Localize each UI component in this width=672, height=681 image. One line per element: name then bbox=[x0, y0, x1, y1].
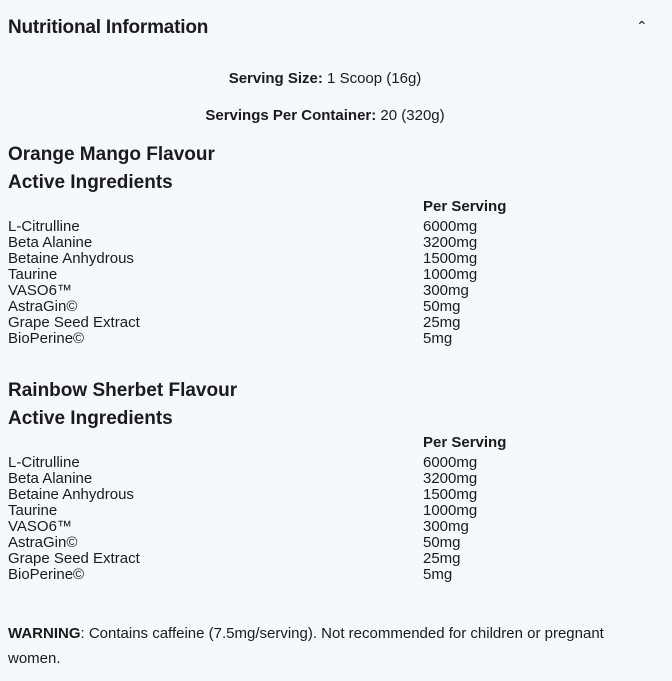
ingredient-amount: 50mg bbox=[423, 298, 461, 315]
table-header-row: Per Serving bbox=[8, 199, 506, 219]
ingredient-amount: 25mg bbox=[423, 314, 461, 331]
table-row: BioPerine© 5mg bbox=[8, 331, 506, 347]
warning-text: WARNING: Contains caffeine (7.5mg/servin… bbox=[8, 621, 628, 671]
per-serving-header: Per Serving bbox=[423, 198, 507, 215]
servings-per-container-label: Servings Per Container: bbox=[205, 107, 377, 124]
table-row: Taurine 1000mg bbox=[8, 267, 506, 283]
ingredients-table: Per Serving L-Citrulline 6000mg Beta Alanin… bbox=[8, 435, 506, 583]
ingredient-amount: 300mg bbox=[423, 282, 469, 299]
ingredient-amount: 1500mg bbox=[423, 486, 478, 503]
ingredient-amount: 5mg bbox=[423, 330, 453, 347]
rainbow-sherbet-section: Rainbow Sherbet Flavour Active Ingredien… bbox=[8, 377, 506, 583]
ingredient-amount: 50mg bbox=[423, 534, 461, 551]
table-row: VASO6™ 300mg bbox=[8, 519, 506, 535]
ingredient-name: Beta Alanine bbox=[8, 234, 93, 251]
ingredient-name: Grape Seed Extract bbox=[8, 550, 140, 567]
ingredient-name: Grape Seed Extract bbox=[8, 314, 140, 331]
table-row: VASO6™ 300mg bbox=[8, 283, 506, 299]
flavour-title: Orange Mango Flavour bbox=[8, 144, 215, 165]
per-serving-header: Per Serving bbox=[423, 434, 507, 451]
ingredient-name: L-Citrulline bbox=[8, 218, 80, 235]
section-title[interactable]: Nutritional Information bbox=[8, 17, 209, 38]
table-row: Betaine Anhydrous 1500mg bbox=[8, 487, 506, 503]
table-row: Beta Alanine 3200mg bbox=[8, 471, 506, 487]
ingredient-amount: 1500mg bbox=[423, 250, 478, 267]
flavour-title: Rainbow Sherbet Flavour bbox=[8, 380, 238, 401]
ingredient-name: Taurine bbox=[8, 266, 58, 283]
warning-label: WARNING bbox=[8, 625, 81, 642]
ingredient-name: BioPerine© bbox=[8, 330, 85, 347]
ingredient-name: Beta Alanine bbox=[8, 470, 93, 487]
serving-size: Serving Size: 1 Scoop (16g) bbox=[0, 70, 650, 87]
ingredient-amount: 1000mg bbox=[423, 266, 478, 283]
table-row: AstraGin© 50mg bbox=[8, 299, 506, 315]
table-row: L-Citrulline 6000mg bbox=[8, 219, 506, 235]
ingredient-amount: 3200mg bbox=[423, 470, 478, 487]
ingredient-name: AstraGin© bbox=[8, 534, 78, 551]
active-ingredients-title: Active Ingredients bbox=[8, 172, 173, 193]
serving-size-label: Serving Size: bbox=[228, 70, 323, 87]
warning-body: : Contains caffeine (7.5mg/serving). Not… bbox=[8, 625, 604, 667]
ingredient-name: Betaine Anhydrous bbox=[8, 486, 134, 503]
ingredient-name: Taurine bbox=[8, 502, 58, 519]
ingredient-name: VASO6™ bbox=[8, 282, 72, 299]
table-row: Grape Seed Extract 25mg bbox=[8, 315, 506, 331]
table-row: L-Citrulline 6000mg bbox=[8, 455, 506, 471]
orange-mango-section: Orange Mango Flavour Active Ingredients … bbox=[8, 141, 506, 347]
table-row: Grape Seed Extract 25mg bbox=[8, 551, 506, 567]
table-row: Betaine Anhydrous 1500mg bbox=[8, 251, 506, 267]
ingredient-amount: 6000mg bbox=[423, 454, 478, 471]
table-row: Taurine 1000mg bbox=[8, 503, 506, 519]
serving-size-value: 1 Scoop (16g) bbox=[322, 70, 422, 87]
ingredient-name: VASO6™ bbox=[8, 518, 72, 535]
servings-per-container: Servings Per Container: 20 (320g) bbox=[0, 107, 650, 124]
chevron-up-icon[interactable]: ⌃ bbox=[636, 18, 648, 34]
ingredient-amount: 25mg bbox=[423, 550, 461, 567]
ingredient-amount: 5mg bbox=[423, 566, 453, 583]
ingredients-table: Per Serving L-Citrulline 6000mg Beta Alanin… bbox=[8, 199, 506, 347]
ingredient-amount: 3200mg bbox=[423, 234, 478, 251]
ingredient-name: L-Citrulline bbox=[8, 454, 80, 471]
table-row: Beta Alanine 3200mg bbox=[8, 235, 506, 251]
table-header-row: Per Serving bbox=[8, 435, 506, 455]
table-row: AstraGin© 50mg bbox=[8, 535, 506, 551]
servings-per-container-value: 20 (320g) bbox=[376, 107, 445, 124]
ingredient-name: BioPerine© bbox=[8, 566, 85, 583]
active-ingredients-title: Active Ingredients bbox=[8, 408, 173, 429]
ingredient-name: Betaine Anhydrous bbox=[8, 250, 134, 267]
ingredient-amount: 6000mg bbox=[423, 218, 478, 235]
ingredient-amount: 1000mg bbox=[423, 502, 478, 519]
table-row: BioPerine© 5mg bbox=[8, 567, 506, 583]
ingredient-name: AstraGin© bbox=[8, 298, 78, 315]
ingredient-amount: 300mg bbox=[423, 518, 469, 535]
